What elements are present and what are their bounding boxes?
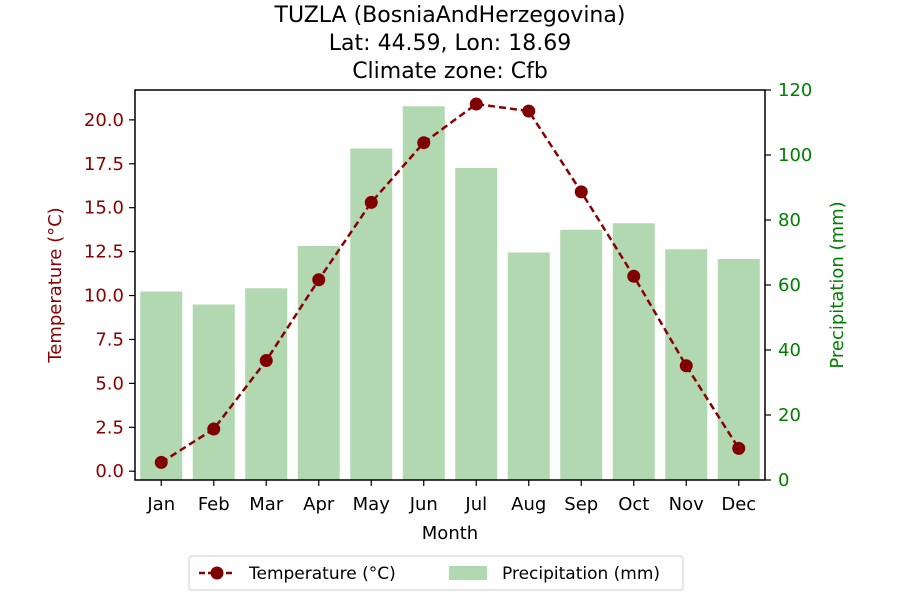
temperature-point [469,97,483,111]
x-tick-label: Jul [464,494,487,515]
y-right-tick-label: 40 [778,340,801,361]
precipitation-bar [507,252,550,480]
legend-temperature-marker-icon [210,566,224,580]
title-line-coords: Lat: 44.59, Lon: 18.69 [329,31,571,56]
y-left-tick-label: 17.5 [84,154,124,175]
y-left-tick-label: 2.5 [95,417,124,438]
legend-temperature-label: Temperature (°C) [248,564,396,584]
y-left-tick-label: 5.0 [95,373,124,394]
precipitation-bar [245,288,288,480]
temperature-point [574,185,588,199]
title-line-climate: Climate zone: Cfb [352,59,548,84]
y-left-tick-label: 0.0 [95,461,124,482]
temperature-point [627,269,641,283]
legend-precipitation-swatch-icon [449,566,487,580]
temperature-point [312,273,326,287]
precipitation-bar [402,106,445,480]
precipitation-bar [560,229,603,480]
x-tick-label: Aug [511,494,546,515]
temperature-series-line [160,102,740,464]
y-axis-left-label: Temperature (°C) [45,207,66,363]
precipitation-bar [140,291,183,480]
y-left-tick-label: 7.5 [95,329,124,350]
temperature-line [154,97,746,469]
y-axis-left-ticks: 0.0 2.5 5.0 7.5 10.0 12.5 15.0 17.5 20.0 [84,110,135,482]
title-line-city: TUZLA (BosniaAndHerzegovina) [274,3,626,28]
y-right-tick-label: 60 [778,275,801,296]
temperature-point [364,195,378,209]
x-tick-label: Sep [564,494,598,515]
y-axis-right-ticks: 0 20 40 60 80 100 120 [765,80,812,491]
y-right-tick-label: 0 [778,470,789,491]
y-right-tick-label: 80 [778,210,801,231]
x-tick-label: Mar [249,494,284,515]
x-tick-label: Jun [409,494,438,515]
precipitation-bar [192,304,235,480]
temperature-point [259,354,273,368]
temperature-point [732,441,746,455]
legend-frame [188,555,684,591]
y-left-tick-label: 15.0 [84,198,124,219]
x-axis-ticks: Jan Feb Mar Apr May Jun Jul Aug Sep Oct Nov Dec [146,480,756,515]
x-tick-label: May [353,494,391,515]
x-tick-label: Oct [618,494,649,515]
x-tick-label: Feb [198,494,230,515]
temperature-point [679,359,693,373]
y-right-tick-label: 20 [778,405,801,426]
x-axis-label: Month [422,523,478,544]
x-tick-label: Jan [146,494,175,515]
temperature-point [207,422,221,436]
y-axis-right-label: Precipitation (mm) [827,201,848,368]
temperature-point [522,104,536,118]
temperature-point [417,136,431,150]
precipitation-bar [612,223,655,480]
precipitation-bar [455,168,498,480]
y-left-tick-label: 12.5 [84,242,124,263]
y-right-tick-label: 100 [778,145,812,166]
legend-precipitation-label: Precipitation (mm) [502,564,660,584]
y-right-tick-label: 120 [778,80,812,101]
legend: Temperature (°C) Precipitation (mm) [188,555,684,591]
y-left-tick-label: 20.0 [84,110,124,131]
temperature-point [154,455,168,469]
y-left-tick-label: 10.0 [84,286,124,307]
precipitation-bars [140,106,760,480]
x-tick-label: Apr [303,494,335,515]
chart-title: TUZLA (BosniaAndHerzegovina) Lat: 44.59,… [274,3,626,84]
x-tick-label: Nov [669,494,704,515]
x-tick-label: Dec [721,494,756,515]
